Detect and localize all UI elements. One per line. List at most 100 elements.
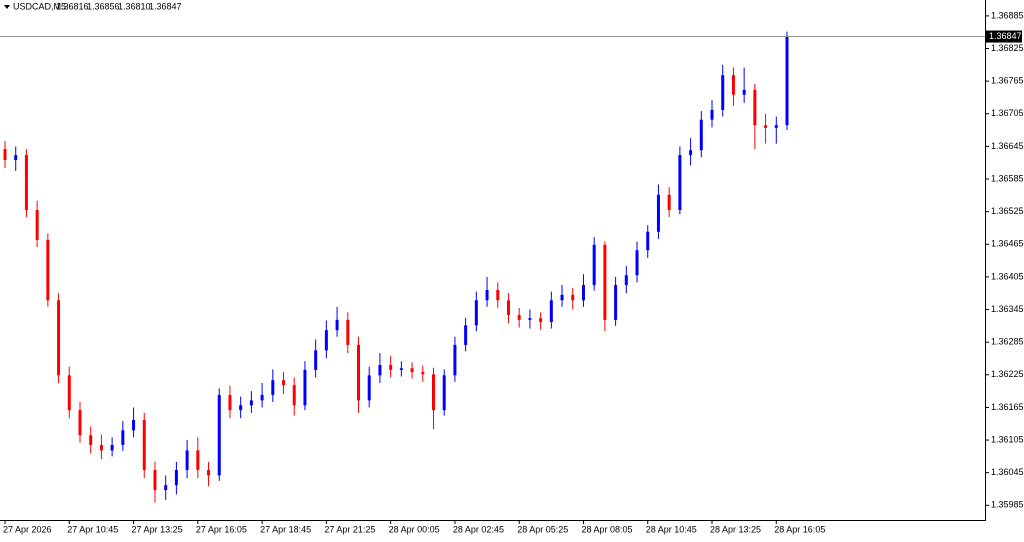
candle-body bbox=[453, 344, 457, 376]
x-tick-label: 28 Apr 10:45 bbox=[646, 524, 697, 534]
candle-body bbox=[217, 394, 221, 476]
candle-body bbox=[378, 365, 382, 376]
y-tick-label: 1.36105 bbox=[991, 434, 1024, 444]
candle-body bbox=[335, 319, 339, 331]
candle-body bbox=[517, 314, 521, 320]
candle-body bbox=[785, 36, 789, 126]
candle-body bbox=[496, 289, 500, 301]
candle-body bbox=[78, 410, 82, 436]
candle-body bbox=[764, 125, 768, 128]
y-tick-label: 1.36825 bbox=[991, 43, 1024, 53]
candle-body bbox=[260, 394, 264, 401]
x-tick-label: 27 Apr 2026 bbox=[3, 524, 52, 534]
candle-body bbox=[742, 89, 746, 95]
candle-body bbox=[142, 419, 146, 470]
candle-body bbox=[581, 285, 585, 301]
candle-body bbox=[421, 372, 425, 375]
candle-body bbox=[549, 300, 553, 323]
y-tick-label: 1.36765 bbox=[991, 76, 1024, 86]
candle-body bbox=[624, 275, 628, 286]
candle-body bbox=[249, 400, 253, 406]
y-tick-label: 1.36465 bbox=[991, 239, 1024, 249]
y-tick-label: 1.36225 bbox=[991, 369, 1024, 379]
y-tick-label: 1.36885 bbox=[991, 10, 1024, 20]
candle-body bbox=[603, 244, 607, 320]
candle-body bbox=[271, 380, 275, 395]
candle-body bbox=[99, 444, 103, 451]
candle-body bbox=[689, 150, 693, 156]
y-tick-label: 1.36525 bbox=[991, 206, 1024, 216]
candle-body bbox=[121, 430, 125, 445]
candle-body bbox=[399, 368, 403, 370]
candle-body bbox=[442, 375, 446, 411]
candle-body bbox=[464, 325, 468, 345]
collapse-icon[interactable] bbox=[4, 5, 10, 9]
candle-body bbox=[646, 231, 650, 251]
candle-body bbox=[710, 109, 714, 120]
x-tick-label: 28 Apr 05:25 bbox=[517, 524, 568, 534]
y-tick-label: 1.36405 bbox=[991, 271, 1024, 281]
quote-low: 1.36810 bbox=[118, 1, 151, 11]
candle-body bbox=[410, 368, 414, 373]
y-tick-label: 1.36165 bbox=[991, 402, 1024, 412]
x-tick-label: 27 Apr 21:25 bbox=[324, 524, 375, 534]
y-tick-label: 1.36345 bbox=[991, 304, 1024, 314]
candle-body bbox=[292, 385, 296, 406]
candle-body bbox=[721, 75, 725, 110]
x-tick-label: 28 Apr 13:25 bbox=[710, 524, 761, 534]
last-price-box bbox=[986, 30, 1022, 43]
candle-body bbox=[528, 318, 532, 320]
candle-body bbox=[303, 369, 307, 406]
candle-body bbox=[89, 435, 93, 445]
x-tick-label: 28 Apr 08:05 bbox=[581, 524, 632, 534]
candle-body bbox=[46, 239, 50, 301]
x-tick-label: 28 Apr 00:05 bbox=[389, 524, 440, 534]
candle-body bbox=[667, 194, 671, 211]
candle-body bbox=[164, 485, 168, 491]
candle-body bbox=[753, 89, 757, 126]
symbol-label: USDCAD,M5 bbox=[13, 1, 66, 11]
y-tick-label: 1.36645 bbox=[991, 141, 1024, 151]
last-price-label: 1.36847 bbox=[989, 31, 1022, 41]
candle-body bbox=[239, 405, 243, 411]
y-tick-label: 1.36285 bbox=[991, 337, 1024, 347]
x-tick-label: 28 Apr 16:05 bbox=[774, 524, 825, 534]
candle-body bbox=[614, 285, 618, 320]
x-tick-label: 27 Apr 13:25 bbox=[132, 524, 183, 534]
candle-body bbox=[389, 365, 393, 370]
candle-body bbox=[24, 155, 28, 211]
candle-body bbox=[560, 294, 564, 301]
candle-body bbox=[57, 300, 61, 376]
candle-body bbox=[207, 469, 211, 476]
candle-body bbox=[35, 210, 39, 240]
candle-body bbox=[506, 300, 510, 315]
candle-body bbox=[324, 330, 328, 351]
candle-body bbox=[592, 244, 596, 286]
candle-body bbox=[196, 450, 200, 470]
y-tick-label: 1.36045 bbox=[991, 467, 1024, 477]
candle-body bbox=[346, 319, 350, 345]
candle-body bbox=[132, 419, 136, 431]
candle-body bbox=[474, 300, 478, 326]
candle-body bbox=[14, 155, 18, 160]
x-tick-label: 27 Apr 18:45 bbox=[260, 524, 311, 534]
x-tick-label: 27 Apr 16:05 bbox=[196, 524, 247, 534]
y-tick-label: 1.35985 bbox=[991, 500, 1024, 510]
candle-body bbox=[699, 119, 703, 151]
x-tick-label: 28 Apr 02:45 bbox=[453, 524, 504, 534]
x-tick-label: 27 Apr 10:45 bbox=[67, 524, 118, 534]
candle-body bbox=[282, 380, 286, 386]
candle-body bbox=[571, 294, 575, 301]
candle-body bbox=[67, 375, 71, 411]
y-tick-label: 1.36585 bbox=[991, 173, 1024, 183]
quote-close: 1.36847 bbox=[149, 1, 182, 11]
quote-high: 1.36856 bbox=[87, 1, 120, 11]
quote-open: 1.36816 bbox=[56, 1, 89, 11]
y-tick-label: 1.36705 bbox=[991, 108, 1024, 118]
candle-body bbox=[174, 469, 178, 486]
candle-body bbox=[228, 394, 232, 411]
candle-body bbox=[110, 444, 114, 451]
candle-body bbox=[656, 194, 660, 232]
